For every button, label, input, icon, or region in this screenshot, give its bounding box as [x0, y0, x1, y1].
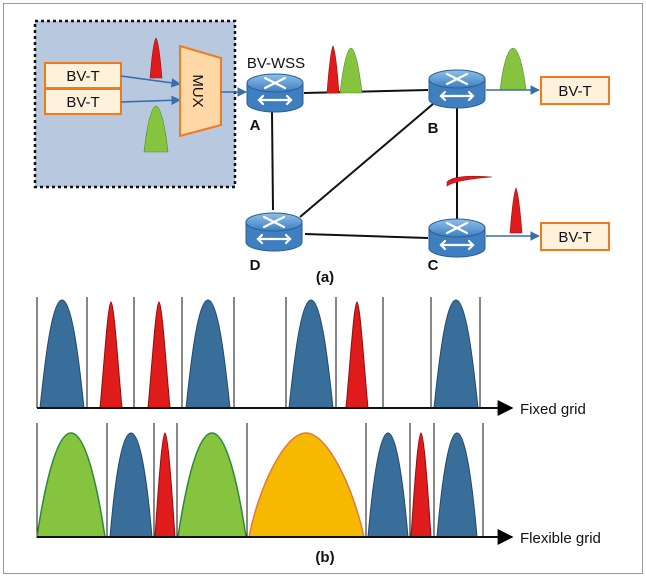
green-signal-icon: [499, 47, 527, 91]
node-label-b: B: [428, 120, 439, 137]
red-signal-icon: [446, 175, 493, 187]
wss-label: BV-WSS: [247, 55, 305, 72]
blue-channel: [109, 432, 153, 538]
router-a-icon: [246, 73, 304, 113]
green-signal-icon: [339, 47, 363, 94]
green-channel: [36, 432, 106, 538]
node-label-c: C: [428, 257, 439, 274]
network-diagram: BV-T BV-T MUX BV-WSS A B C D: [33, 19, 610, 286]
red-channel: [345, 301, 369, 409]
blue-channel: [185, 299, 231, 409]
tx-arrow-2: [120, 95, 181, 106]
transponder-label-2: BV-T: [66, 94, 99, 111]
red-signal-icon: [149, 37, 163, 79]
fixed-grid-label: Fixed grid: [520, 401, 586, 418]
receiver-box-c: [540, 222, 610, 251]
link-a-d: [271, 111, 274, 211]
blue-channel: [39, 299, 85, 409]
red-signal-icon: [326, 45, 340, 94]
link-a-b: [303, 89, 429, 94]
green-channel: [177, 432, 247, 538]
red-channel: [154, 432, 176, 538]
blue-channel: [288, 299, 334, 409]
green-signal-icon: [143, 105, 169, 153]
spectrum-diagram: Fixed grid Flexible: [36, 297, 601, 566]
transponder-box-1: [44, 62, 122, 89]
receiver-box-b: [540, 76, 610, 105]
receiver-label-b: BV-T: [558, 83, 591, 100]
red-signal-icon: [509, 187, 523, 234]
link-d-c: [304, 233, 429, 239]
caption-b: (b): [315, 549, 334, 566]
router-b-icon: [428, 69, 486, 109]
blue-channel: [433, 299, 479, 409]
mux-block: [179, 44, 222, 138]
router-d-icon: [245, 212, 303, 252]
receiver-label-c: BV-T: [558, 229, 591, 246]
router-c-icon: [428, 218, 486, 258]
node-label-a: A: [250, 117, 261, 134]
red-channel: [147, 301, 171, 409]
caption-a: (a): [316, 269, 334, 286]
red-channel: [410, 432, 432, 538]
link-d-b: [299, 103, 434, 218]
fixed-grid: Fixed grid: [36, 297, 586, 418]
blue-channel: [367, 432, 409, 538]
tx-arrow-1: [120, 75, 181, 88]
flexible-grid: Flexible grid: [36, 423, 601, 547]
flexible-grid-label: Flexible grid: [520, 530, 601, 547]
yellow-channel: [248, 432, 365, 538]
red-channel: [99, 301, 123, 409]
mux-label: MUX: [189, 74, 206, 107]
transponder-label-1: BV-T: [66, 68, 99, 85]
node-label-d: D: [250, 257, 261, 274]
blue-channel: [436, 432, 478, 538]
